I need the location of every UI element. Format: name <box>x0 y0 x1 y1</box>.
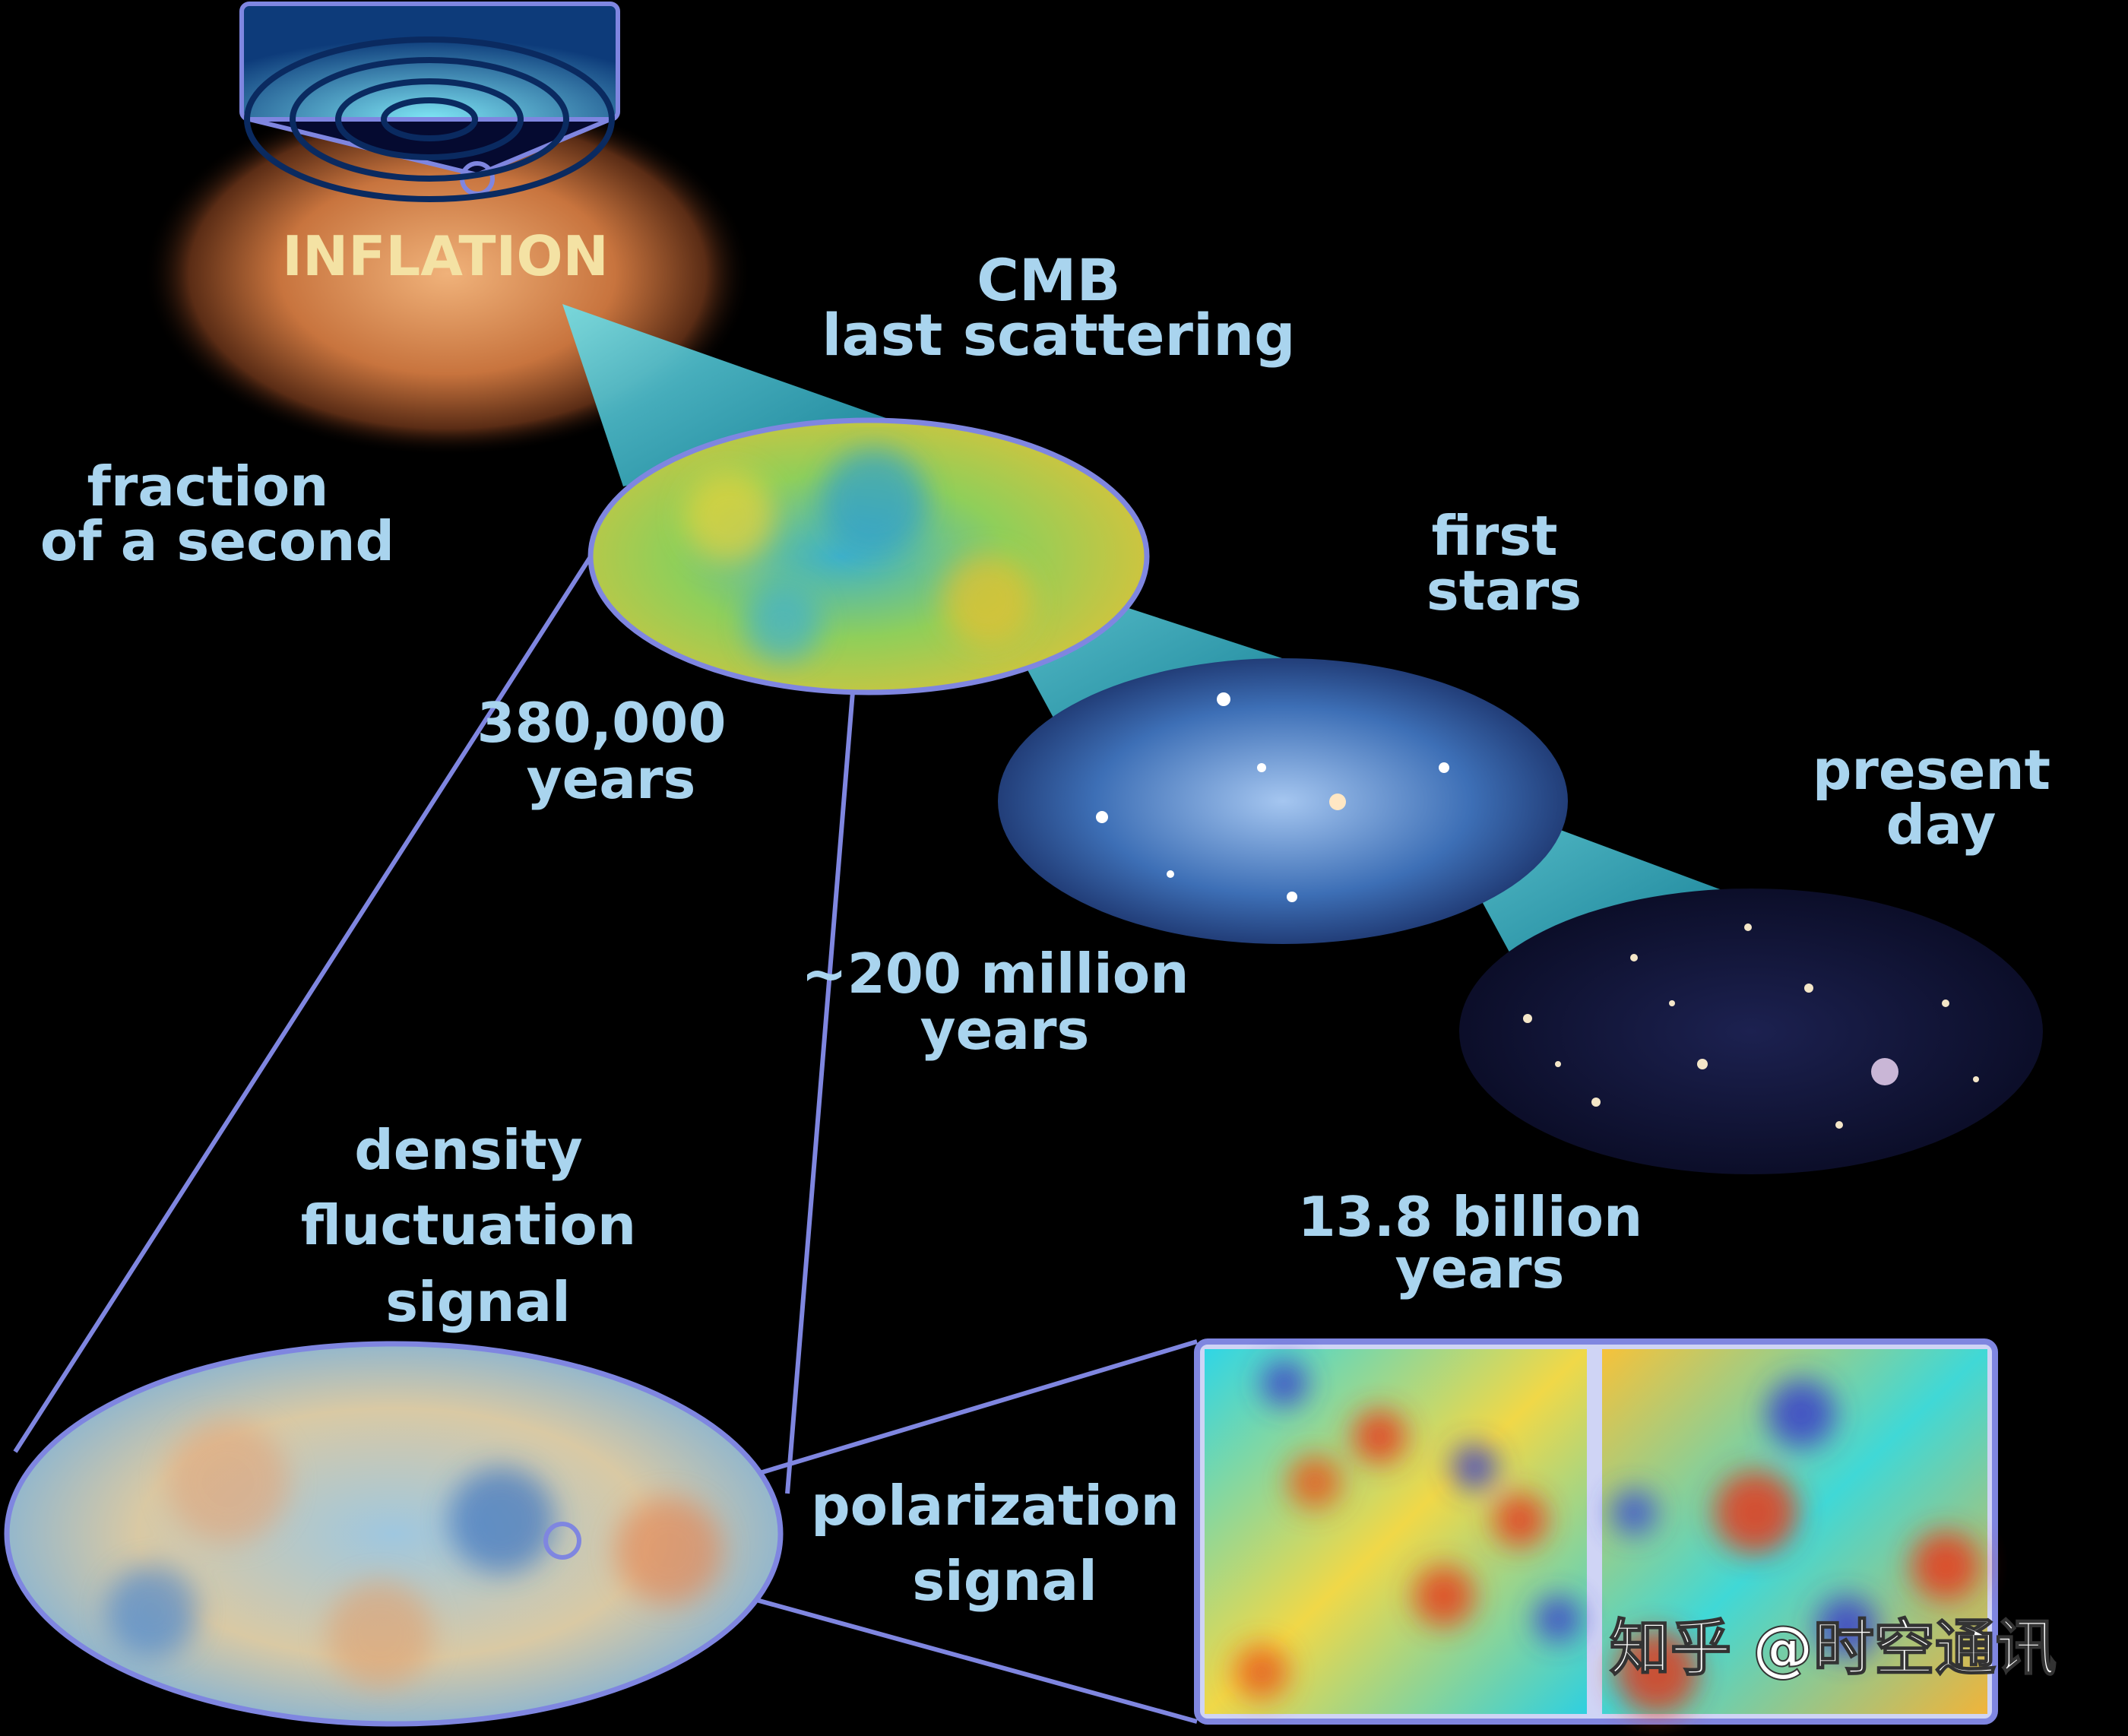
cmb-map <box>587 417 1150 695</box>
density-fluctuation-label: density fluctuation signal <box>301 1118 655 1334</box>
380000-years-label: 380,000 years <box>477 691 745 811</box>
ripple-rings <box>244 36 615 202</box>
present-day-label: present day <box>1813 738 2069 857</box>
polarization-maps <box>1194 1338 1998 1725</box>
polarization-signal-label: polarization signal <box>811 1474 1199 1613</box>
first-stars-image <box>998 658 1568 944</box>
watermark: 知乎 @时空通讯 <box>1610 1613 2057 1684</box>
cmb-label: CMB last scattering <box>822 246 1295 369</box>
present-day-image <box>1459 889 2043 1174</box>
200-million-years-label: ~200 million years <box>801 942 1208 1062</box>
zoom-point <box>543 1522 581 1560</box>
13-8-billion-years-label: 13.8 billion years <box>1298 1185 1662 1300</box>
first-stars-label: first stars <box>1427 504 1582 622</box>
inflation-label: INFLATION <box>282 224 609 288</box>
full-sky-cmb-map <box>4 1341 784 1727</box>
fraction-of-second-label: fraction of a second <box>40 455 394 573</box>
